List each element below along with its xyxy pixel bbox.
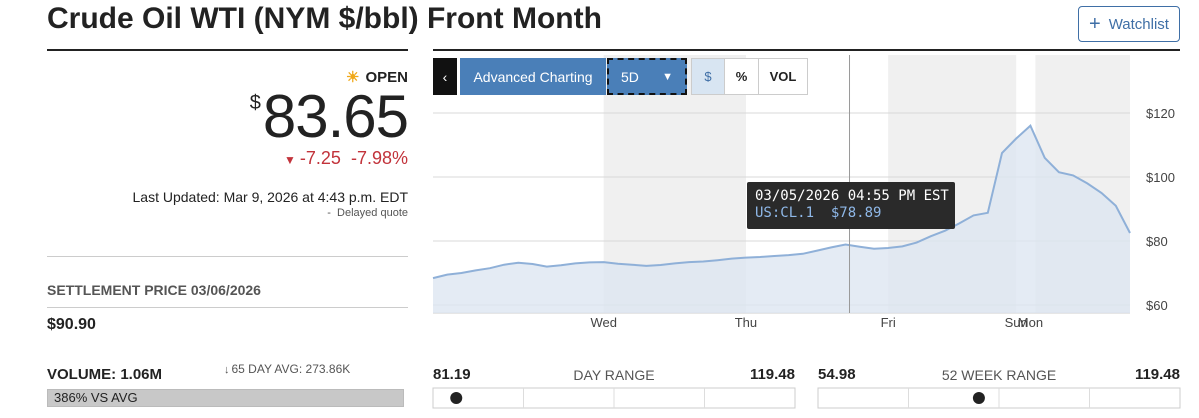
- toolbar-label: 5D: [621, 68, 639, 85]
- toolbar-label: Advanced Charting: [473, 68, 593, 85]
- x-tick-label: Mon: [1018, 315, 1043, 330]
- x-tick-label: Wed: [590, 315, 617, 330]
- volume-label: VOLUME: 1.06M: [47, 366, 163, 383]
- session-band: [1035, 55, 1130, 313]
- plus-icon: +: [1089, 12, 1101, 35]
- avg-arrow: ↓: [224, 364, 230, 376]
- price: 83.65: [262, 83, 409, 150]
- toolbar-label: %: [735, 69, 748, 84]
- delayed-text: Delayed quote: [337, 207, 408, 219]
- y-tick-label: $80: [1146, 234, 1168, 249]
- x-tick-label: Thu: [735, 315, 757, 330]
- tooltip: 03/05/2026 04:55 PM EST US:CL.1 $78.89: [747, 182, 955, 229]
- divider: [47, 49, 408, 51]
- sun-icon: ☀: [346, 69, 360, 86]
- week-low: 54.98: [818, 366, 856, 383]
- watchlist-button[interactable]: + Watchlist: [1078, 6, 1180, 42]
- vol-button[interactable]: VOL: [758, 58, 808, 95]
- volume-bar: 386% VS AVG: [47, 389, 404, 407]
- range-dot: [972, 392, 985, 404]
- delayed: - Delayed quote: [327, 207, 408, 219]
- divider: [433, 49, 1180, 51]
- currency: $: [249, 92, 261, 114]
- tooltip-value: US:CL.1 $78.89: [755, 205, 947, 222]
- volume-avg: ↓ 65 DAY AVG: 273.86K: [224, 362, 350, 376]
- change-pct: -7.98%: [350, 148, 408, 168]
- dollar-button[interactable]: $: [691, 58, 725, 95]
- back-button[interactable]: ‹: [433, 58, 457, 95]
- divider: [47, 307, 408, 308]
- tooltip-price: $78.89: [830, 205, 882, 221]
- week-range-label: 52 WEEK RANGE: [941, 367, 1057, 383]
- page-title: Crude Oil WTI (NYM $/bbl) Front Month: [47, 2, 602, 35]
- day-low: 81.19: [433, 366, 471, 383]
- price-block: $83.65: [249, 83, 409, 150]
- last-updated: Last Updated: Mar 9, 2026 at 4:43 p.m. E…: [132, 189, 408, 205]
- day-high: 119.48: [749, 366, 795, 383]
- toolbar-label: VOL: [769, 69, 797, 84]
- percent-button[interactable]: %: [724, 58, 759, 95]
- settlement-value: $90.90: [47, 316, 96, 333]
- x-tick-label: Fri: [881, 315, 896, 330]
- change: ▼ -7.25 -7.98%: [284, 148, 408, 169]
- market-status: ☀ OPEN: [346, 68, 408, 86]
- x-tick-label: Sun: [1005, 315, 1028, 330]
- y-tick-label: $120: [1146, 106, 1175, 121]
- watchlist-label: Watchlist: [1108, 15, 1169, 33]
- change-value: -7.25: [299, 148, 341, 168]
- avg-text: 65 DAY AVG: 273.86K: [231, 362, 351, 376]
- range-bar: [432, 387, 796, 409]
- day-range-label: DAY RANGE: [573, 367, 655, 383]
- tooltip-symbol: US:CL.1: [755, 205, 815, 221]
- toolbar-label: $: [704, 69, 712, 84]
- divider: [47, 256, 408, 257]
- y-tick-label: $60: [1146, 298, 1168, 313]
- settlement-label: SETTLEMENT PRICE 03/06/2026: [47, 282, 261, 298]
- range-bar: [817, 387, 1181, 409]
- week-high: 119.48: [1134, 366, 1180, 383]
- advanced-charting[interactable]: Advanced Charting: [460, 58, 606, 95]
- tooltip-date: 03/05/2026 04:55 PM EST: [755, 188, 949, 204]
- y-tick-label: $100: [1146, 170, 1175, 185]
- period-select[interactable]: 5D ▼: [607, 58, 687, 95]
- range-dot: [450, 392, 463, 404]
- status-text: OPEN: [365, 69, 408, 86]
- vs-avg: 386% VS AVG: [54, 390, 138, 405]
- dropdown-arrow: ▼: [662, 70, 673, 83]
- down-arrow: ▼: [284, 153, 296, 167]
